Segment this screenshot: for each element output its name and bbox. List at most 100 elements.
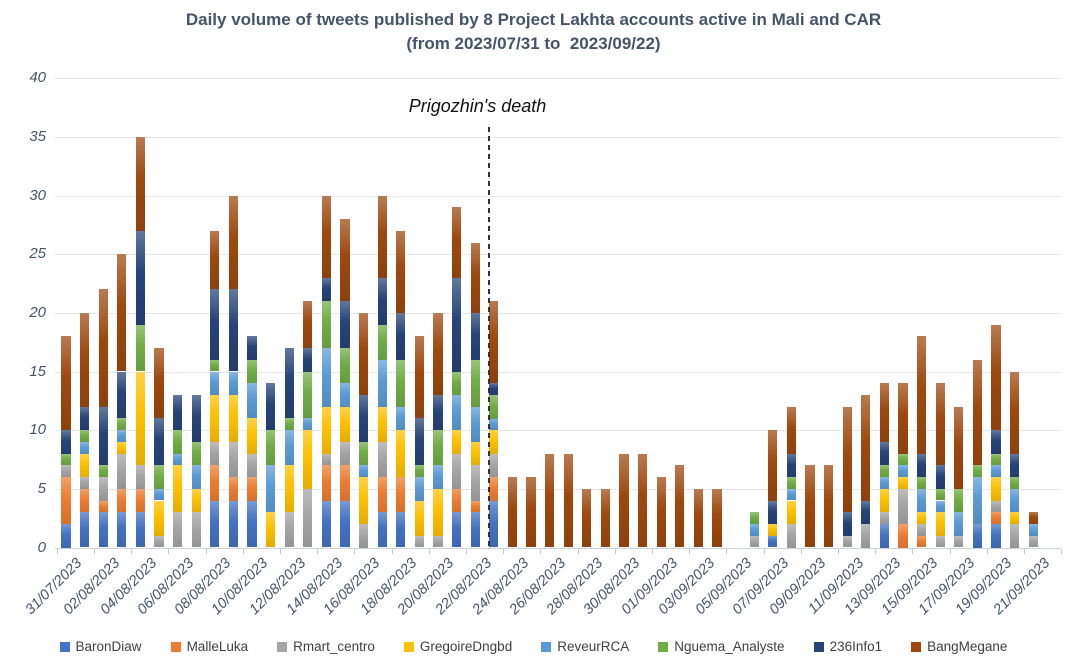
bar-segment — [768, 535, 778, 548]
bar-segment — [210, 371, 220, 395]
bar-segment — [935, 535, 945, 548]
bar-segment — [154, 535, 164, 548]
bar-segment — [991, 524, 1001, 548]
bar-segment — [303, 301, 313, 348]
y-tick-label: 35 — [29, 127, 46, 145]
bar-segment — [303, 348, 313, 372]
bar-segment — [842, 535, 852, 548]
bar-segment — [210, 441, 220, 466]
bar-segment — [954, 488, 964, 513]
bar-segment — [991, 500, 1001, 513]
bar-segment — [749, 512, 759, 524]
bar-segment — [340, 406, 350, 442]
bar-segment — [991, 453, 1001, 466]
bar-segment — [321, 195, 331, 278]
legend-swatch-icon — [277, 641, 288, 652]
y-tick-label: 5 — [37, 479, 46, 497]
bar-segment — [898, 383, 908, 454]
bar-segment — [972, 465, 982, 478]
bar-segment — [935, 512, 945, 536]
legend-swatch-icon — [403, 641, 414, 652]
bar-segment — [191, 488, 201, 513]
grid-line — [55, 195, 1061, 197]
bar-segment — [972, 524, 982, 548]
bar-segment — [582, 488, 592, 548]
bar-segment — [470, 441, 480, 466]
bar-segment — [321, 277, 331, 302]
bar-segment — [489, 477, 499, 501]
bar-segment — [154, 488, 164, 501]
grid-line — [55, 371, 1061, 373]
bar-segment — [80, 477, 90, 489]
bar-segment — [898, 477, 908, 489]
bar-segment — [954, 535, 964, 548]
bar-segment — [98, 477, 108, 501]
bar-segment — [879, 465, 889, 478]
bar-segment — [917, 336, 927, 454]
bar-segment — [879, 383, 889, 442]
bar-segment — [396, 477, 406, 513]
bar-segment — [507, 477, 517, 548]
bar-segment — [377, 359, 387, 407]
bar-segment — [470, 500, 480, 513]
legend-label: 236Info1 — [829, 639, 883, 654]
bar-segment — [768, 500, 778, 525]
legend-label: BaronDiaw — [75, 639, 142, 654]
chart-title-line1: Daily volume of tweets published by 8 Pr… — [185, 10, 882, 29]
legend-item: MalleLuka — [170, 639, 248, 654]
bar-segment — [1010, 524, 1020, 548]
bar-segment — [117, 441, 127, 454]
bar-segment — [768, 524, 778, 536]
bar-segment — [396, 230, 406, 313]
bar-segment — [842, 406, 852, 513]
bar-segment — [303, 371, 313, 419]
x-axis-tick — [56, 548, 58, 554]
legend-swatch-icon — [813, 641, 824, 652]
bar-segment — [117, 418, 127, 431]
bar-segment — [991, 430, 1001, 454]
legend-swatch-icon — [170, 641, 181, 652]
bar-segment — [117, 488, 127, 513]
bar-segment — [414, 500, 424, 536]
bar-segment — [917, 488, 927, 513]
x-axis-tick — [875, 548, 877, 554]
bar-segment — [61, 430, 71, 454]
bar-segment — [135, 465, 145, 489]
bar-segment — [303, 430, 313, 489]
bar-segment — [61, 336, 71, 431]
bar-segment — [470, 512, 480, 548]
bar-segment — [396, 430, 406, 478]
legend-swatch-icon — [911, 641, 922, 652]
bar-segment — [266, 383, 276, 431]
bar-segment — [228, 195, 238, 290]
bar-segment — [1010, 512, 1020, 524]
bar-segment — [284, 418, 294, 431]
event-dashed-line — [487, 127, 490, 548]
bar-segment — [284, 348, 294, 419]
bar-segment — [489, 383, 499, 395]
bar-segment — [414, 535, 424, 548]
bar-segment — [452, 371, 462, 395]
bar-segment — [600, 488, 610, 548]
bar-segment — [135, 371, 145, 466]
bar-segment — [154, 465, 164, 489]
x-axis-tick — [93, 548, 95, 554]
bar-segment — [414, 418, 424, 466]
bar-segment — [321, 301, 331, 348]
bar-segment — [917, 535, 927, 548]
bar-segment — [98, 500, 108, 513]
bar-segment — [786, 406, 796, 454]
bar-segment — [489, 418, 499, 431]
bar-segment — [470, 465, 480, 501]
bar-segment — [303, 488, 313, 548]
x-axis-tick — [465, 548, 467, 554]
x-axis-tick — [577, 548, 579, 554]
bar-segment — [693, 488, 703, 548]
x-axis-tick — [651, 548, 653, 554]
bar-segment — [861, 395, 871, 501]
bar-segment — [433, 488, 443, 536]
bar-segment — [210, 500, 220, 548]
bar-segment — [414, 477, 424, 501]
bar-segment — [452, 207, 462, 278]
